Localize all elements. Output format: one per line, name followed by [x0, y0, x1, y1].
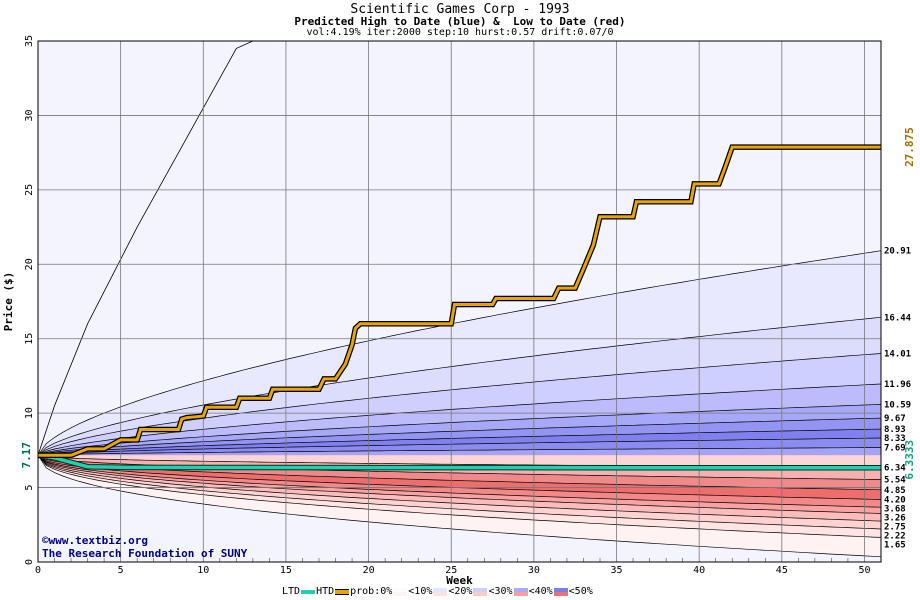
chart-subtitle: Predicted High to Date (blue) & Low to D…: [294, 15, 626, 28]
y-axis-label: Price ($): [2, 272, 15, 332]
curve-end-label: 11.96: [884, 380, 911, 390]
x-tick-label: 15: [280, 565, 292, 576]
x-tick-label: 20: [363, 565, 375, 576]
y-tick-label: 10: [24, 407, 35, 419]
chart-params: vol:4.19% iter:2000 step:10 hurst:0.57 d…: [306, 27, 614, 38]
max-envelope-curve: [38, 41, 254, 456]
y-tick-label: 25: [24, 184, 35, 196]
chart-title: Scientific Games Corp - 1993: [350, 2, 570, 17]
curve-end-label: 3.26: [884, 513, 906, 523]
high-percentile-curve-5: [38, 404, 881, 456]
htd-final-label: 27.875: [903, 127, 916, 167]
x-tick-label: 50: [858, 565, 870, 576]
high-percentile-curve-7: [38, 428, 881, 456]
y-tick-label: 0: [24, 559, 35, 565]
x-tick-label: 25: [445, 565, 457, 576]
curve-end-label: 2.75: [884, 522, 906, 532]
credit-block: ©www.textbiz.org The Research Foundation…: [42, 534, 247, 560]
curve-end-label: 20.91: [884, 247, 911, 257]
low-percentile-curve-1: [38, 455, 881, 538]
low-percentile-curve-0: [38, 455, 881, 558]
high-percentile-curve-1: [38, 250, 881, 456]
y-tick-label: 5: [24, 485, 35, 491]
legend-b30-label: <30%: [488, 586, 513, 597]
curve-end-label: 5.54: [884, 476, 906, 486]
plot-frame: [37, 40, 882, 563]
legend-ltd-swatch: [301, 589, 316, 594]
x-tick-label: 35: [611, 565, 623, 576]
x-tick-label: 0: [35, 565, 41, 576]
high-band-9: [38, 447, 881, 456]
legend-b40-label: <40%: [528, 586, 553, 597]
curve-end-label: 8.93: [884, 425, 906, 435]
high-percentile-curve-6: [38, 417, 881, 456]
legend-htd-label: HTD: [316, 586, 335, 597]
y-tick-label: 30: [24, 109, 35, 121]
credit-url[interactable]: ©www.textbiz.org: [42, 534, 148, 547]
start-price-label: 7.17: [20, 442, 33, 469]
x-tick-label: 40: [693, 565, 705, 576]
legend-b20-label: <20%: [448, 586, 473, 597]
low-percentile-curve-5: [38, 455, 881, 508]
curve-end-label: 1.65: [884, 540, 906, 550]
high-percentile-curve-8: [38, 437, 881, 456]
legend-htd-swatch: [335, 588, 350, 595]
low-percentile-curve-4: [38, 455, 881, 514]
curve-end-label: 4.20: [884, 495, 906, 505]
legend-swatch-10: [433, 587, 448, 596]
y-tick-label: 35: [24, 35, 35, 47]
high-percentile-curve-9: [38, 447, 881, 456]
y-tick-label: 15: [24, 333, 35, 345]
curve-end-label: 3.68: [884, 504, 906, 514]
legend-swatch-0: [393, 587, 408, 596]
credit-org: The Research Foundation of SUNY: [42, 547, 248, 560]
plot-area: [38, 41, 881, 562]
legend-swatch-20: [473, 587, 488, 596]
low-percentile-curve-7: [38, 454, 881, 491]
x-tick-label: 45: [776, 565, 788, 576]
curve-end-label: 9.67: [884, 414, 906, 424]
legend: LTD HTD prob:0% <10% <20% <30% <40% <50%: [282, 586, 593, 597]
curve-end-label: 16.44: [884, 313, 912, 323]
curve-end-label: 2.22: [884, 531, 906, 541]
htd-line: [38, 145, 881, 457]
low-band-9: [38, 455, 881, 468]
legend-ltd-label: LTD: [282, 586, 301, 597]
high-percentile-curve-2: [38, 316, 881, 456]
legend-prob-label: prob:0%: [350, 586, 393, 597]
low-percentile-curve-3: [38, 455, 881, 522]
ltd-final-label: 6.3333: [903, 440, 916, 480]
legend-b10-label: <10%: [408, 586, 433, 597]
y-tick-label: 20: [24, 258, 35, 270]
x-axis-label: Week: [446, 574, 473, 587]
low-percentile-curve-2: [38, 455, 881, 530]
curve-end-label: 10.59: [884, 400, 911, 410]
legend-swatch-30: [513, 587, 528, 596]
legend-swatch-40: [553, 587, 568, 596]
curve-end-label: 6.34: [884, 464, 906, 474]
curve-end-label: 8.33: [884, 434, 906, 444]
ltd-line: [38, 453, 881, 470]
x-tick-label: 10: [197, 565, 209, 576]
curve-end-label: 7.69: [884, 444, 906, 454]
curve-end-label: 4.85: [884, 486, 906, 496]
x-tick-label: 30: [528, 565, 540, 576]
legend-b50-label: <50%: [568, 586, 593, 597]
x-tick-label: 5: [118, 565, 124, 576]
curve-end-label: 14.01: [884, 349, 911, 359]
